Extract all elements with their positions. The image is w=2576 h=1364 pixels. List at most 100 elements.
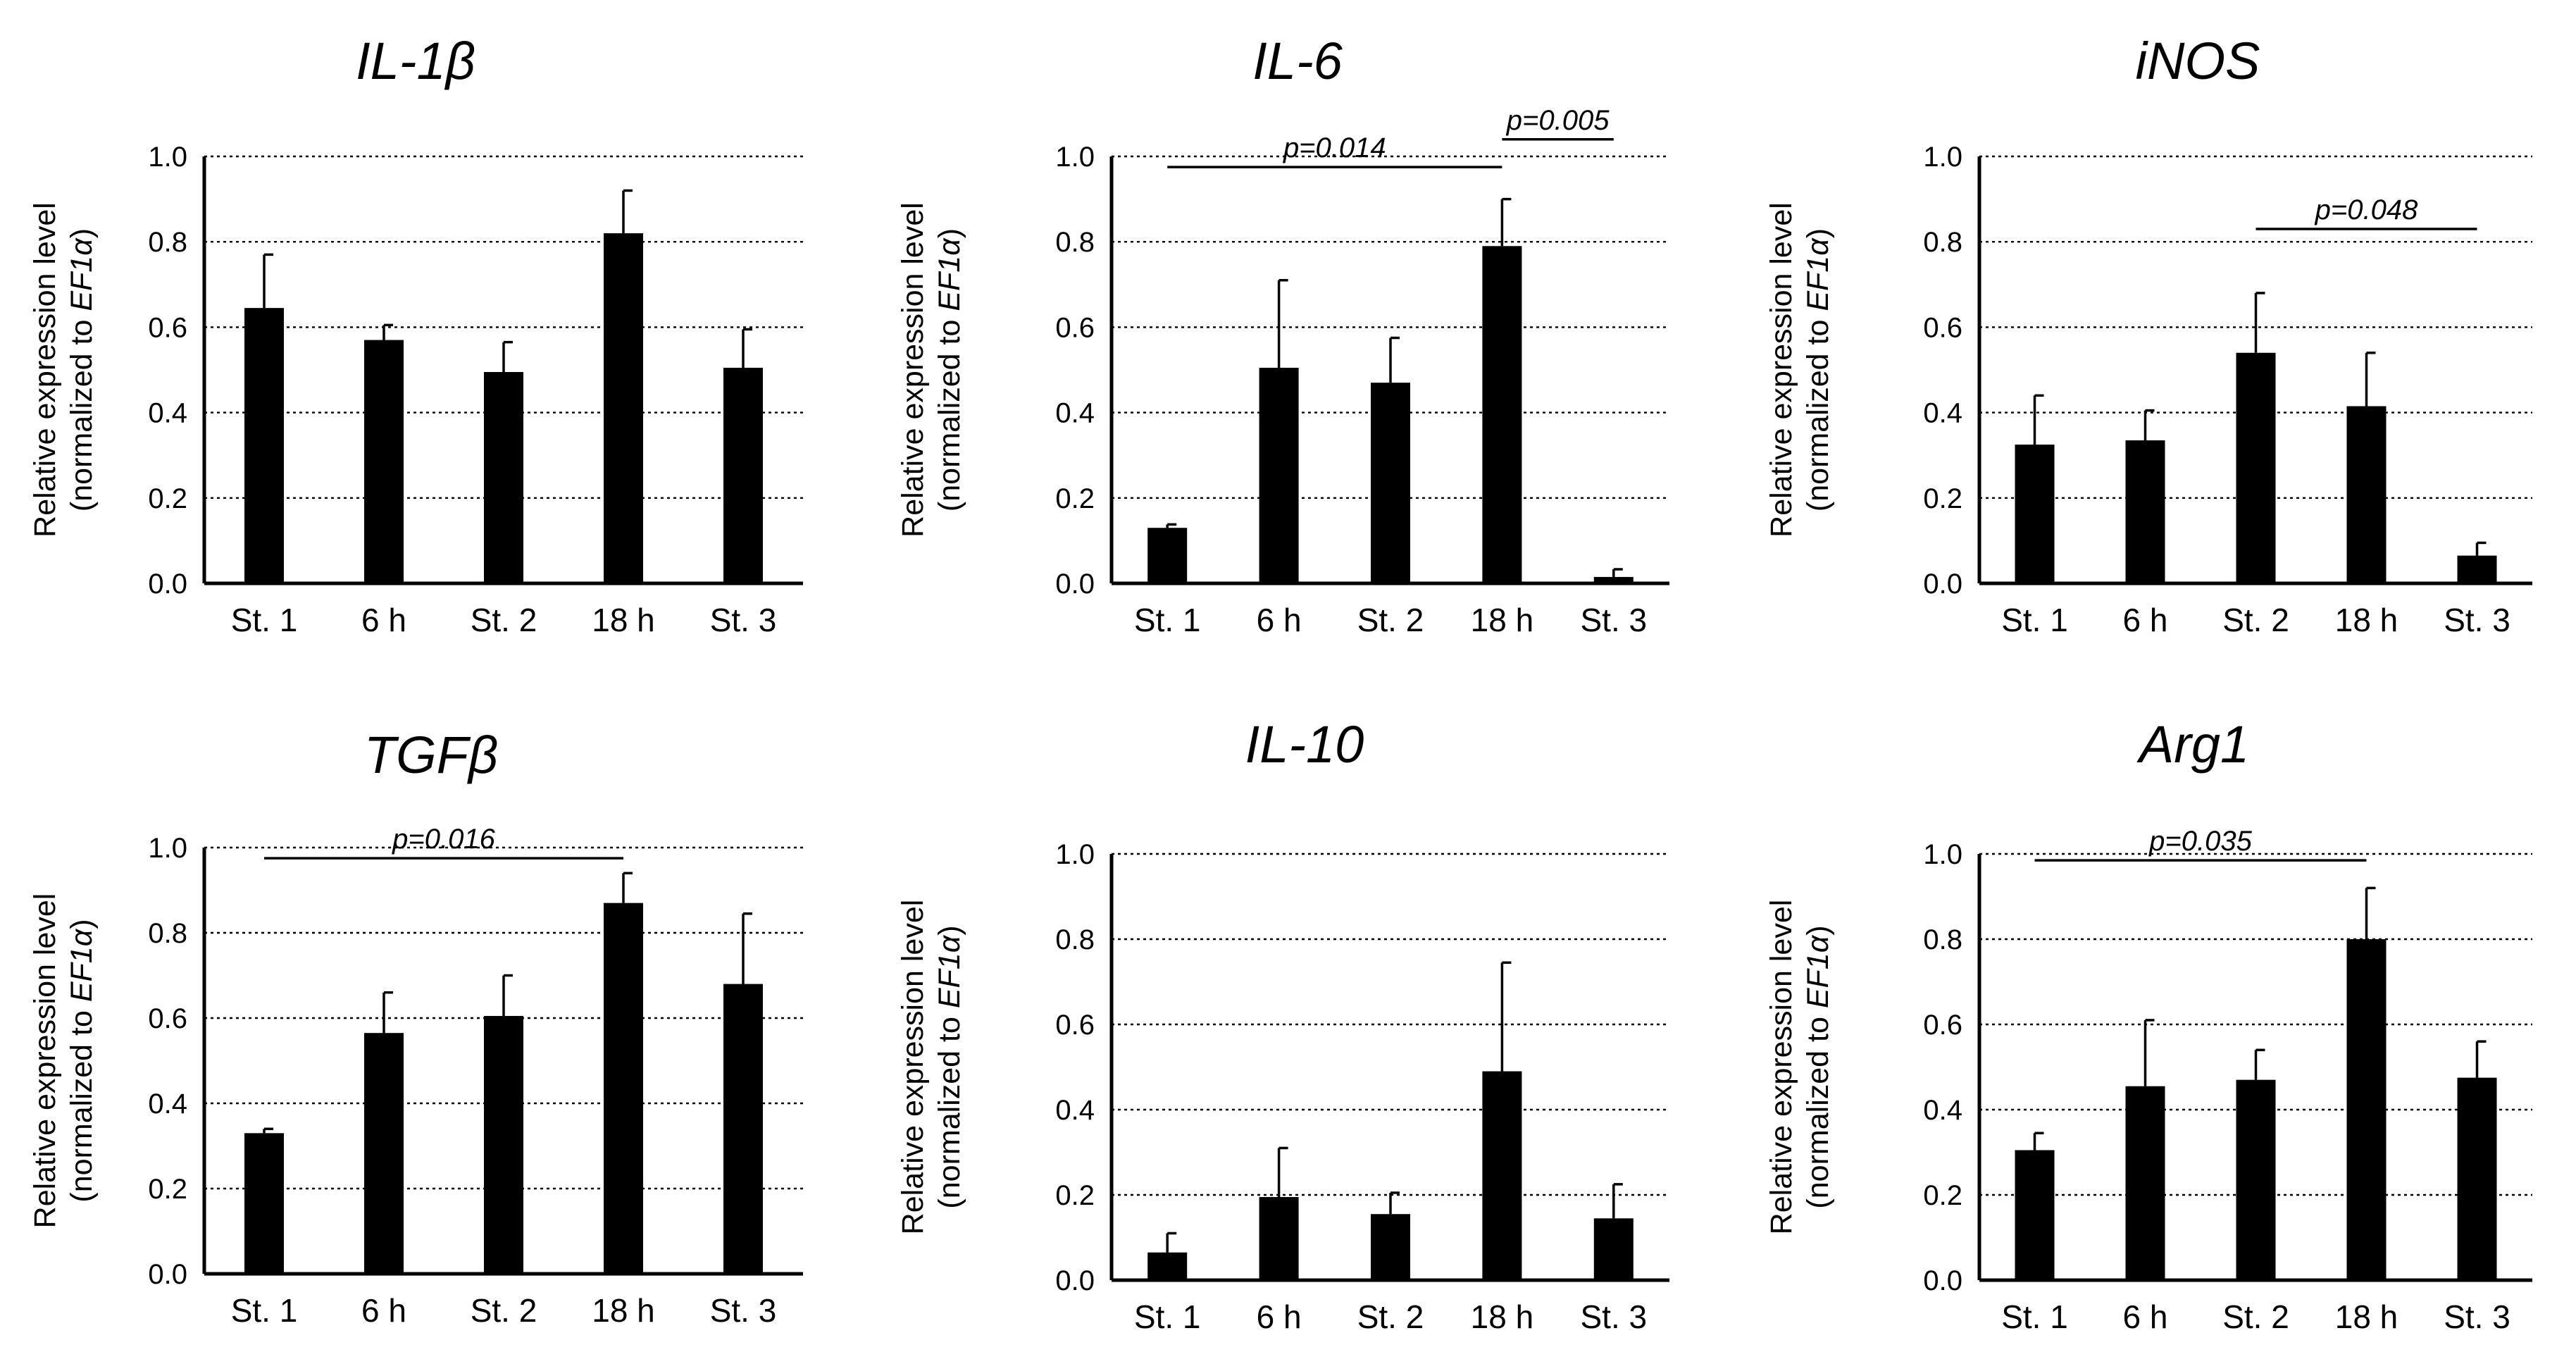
p-value-label: p=0.005 <box>1506 105 1610 136</box>
y-tick-label: 1.0 <box>1055 839 1095 870</box>
chart-title: IL-6 <box>1252 32 1343 90</box>
chart-title: Arg1 <box>2136 715 2249 774</box>
x-tick-label: St. 1 <box>2001 602 2068 638</box>
y-tick-label: 1.0 <box>148 142 187 173</box>
chart-title: TGFβ <box>364 726 498 784</box>
x-tick-label: 18 h <box>1471 602 1534 638</box>
y-axis-label: Relative expression level(normalized to … <box>28 893 99 1229</box>
x-tick-label: St. 3 <box>1580 602 1647 638</box>
y-axis-label: Relative expression level(normalized to … <box>28 202 99 538</box>
y-tick-label: 0.0 <box>148 569 187 600</box>
y-axis-label-suffix: ) <box>65 228 99 238</box>
bar-st3 <box>723 984 763 1274</box>
x-tick-label: St. 3 <box>710 1292 777 1329</box>
chart-title: IL-1β <box>356 32 475 90</box>
y-tick-label: 0.4 <box>1923 1095 1962 1126</box>
y-tick-label: 0.8 <box>1055 924 1095 955</box>
chart-panel-4: TGFβ Relative expression level(normalized… <box>28 726 803 1329</box>
bar-st3 <box>2457 1077 2497 1280</box>
bar-st2 <box>484 372 523 583</box>
y-tick-label: 0.4 <box>148 398 187 429</box>
x-tick-label: St. 1 <box>1134 602 1201 638</box>
y-tick-label: 0.4 <box>1923 398 1962 429</box>
bar-6h <box>1259 1197 1299 1280</box>
y-tick-label: 0.4 <box>1055 1095 1095 1126</box>
y-tick-label: 0.2 <box>1055 483 1095 514</box>
y-tick-label: 1.0 <box>1923 142 1962 173</box>
chart-title: iNOS <box>2136 32 2260 90</box>
bar-st1 <box>2015 1150 2055 1280</box>
bar-st3 <box>1593 1218 1634 1280</box>
y-axis-label-line2-prefix: (normalized to <box>1801 311 1835 512</box>
y-tick-label: 0.6 <box>1055 312 1095 343</box>
chart-panel-5: IL-10 Relative expression level(normalize… <box>896 715 1669 1335</box>
x-tick-label: 18 h <box>2335 1298 2398 1335</box>
bar-st3 <box>1593 576 1634 583</box>
bar-st2 <box>1371 1214 1410 1280</box>
y-axis-label-line2-prefix: (normalized to <box>1801 1008 1835 1208</box>
x-tick-label: St. 3 <box>2444 602 2510 638</box>
x-tick-label: St. 1 <box>1134 1298 1201 1335</box>
y-axis-label-line1: Relative expression level <box>1765 900 1798 1235</box>
y-tick-label: 0.4 <box>148 1089 187 1120</box>
y-tick-label: 0.6 <box>1923 1010 1962 1041</box>
y-tick-label: 0.6 <box>148 1003 187 1034</box>
y-axis-label-line2-prefix: (normalized to <box>933 311 966 512</box>
y-axis-label: Relative expression level(normalized to … <box>896 900 966 1235</box>
y-axis-label-line1: Relative expression level <box>1765 202 1798 538</box>
x-tick-label: St. 3 <box>1580 1298 1647 1335</box>
bar-18h <box>2346 939 2387 1280</box>
y-axis-label-gene: EF1α <box>1801 934 1835 1008</box>
p-value-label: p=0.048 <box>2315 194 2418 225</box>
y-axis-label-suffix: ) <box>1801 228 1835 238</box>
bar-st1 <box>244 1133 284 1274</box>
bar-st2 <box>2236 352 2276 583</box>
bar-st2 <box>484 1015 523 1274</box>
y-tick-label: 1.0 <box>1055 142 1095 173</box>
y-tick-label: 1.0 <box>148 833 187 864</box>
y-tick-label: 0.4 <box>1055 398 1095 429</box>
x-tick-label: St. 2 <box>471 1292 537 1329</box>
chart-panel-2: IL-6 Relative expression level(normalized… <box>896 32 1669 638</box>
x-tick-label: 6 h <box>1257 602 1302 638</box>
chart-panel-3: iNOS Relative expression level(normalized… <box>1765 32 2532 638</box>
x-tick-label: St. 2 <box>1357 1298 1424 1335</box>
y-tick-label: 0.0 <box>1055 1265 1095 1296</box>
y-tick-label: 0.0 <box>1055 569 1095 600</box>
x-tick-label: St. 2 <box>471 602 537 638</box>
y-axis-label-line2-prefix: (normalized to <box>65 311 99 512</box>
chart-panel-1: IL-1β Relative expression level(normalize… <box>28 32 803 638</box>
x-tick-label: St. 2 <box>2222 602 2289 638</box>
y-axis-label-line1: Relative expression level <box>896 202 930 538</box>
y-tick-label: 0.8 <box>148 227 187 258</box>
y-tick-label: 0.8 <box>148 918 187 949</box>
y-axis-label-line1: Relative expression level <box>28 202 62 538</box>
y-axis-label-suffix: ) <box>1801 925 1835 935</box>
x-tick-label: St. 3 <box>2444 1298 2510 1335</box>
x-tick-label: 6 h <box>361 602 406 638</box>
bar-st1 <box>2015 445 2055 583</box>
y-tick-label: 0.8 <box>1923 227 1962 258</box>
y-axis-label-gene: EF1α <box>933 237 966 311</box>
y-tick-label: 0.8 <box>1923 924 1962 955</box>
y-axis-label-gene: EF1α <box>1801 237 1835 311</box>
bar-st3 <box>2457 555 2497 583</box>
x-tick-label: 18 h <box>2335 602 2398 638</box>
y-axis-label-suffix: ) <box>933 228 966 238</box>
y-tick-label: 0.0 <box>148 1259 187 1290</box>
y-tick-label: 0.2 <box>148 1174 187 1205</box>
y-axis-label-gene: EF1α <box>933 934 966 1008</box>
x-tick-label: 18 h <box>592 602 655 638</box>
y-tick-label: 0.0 <box>1923 1265 1962 1296</box>
y-axis-label-line2-prefix: (normalized to <box>65 1002 99 1202</box>
bar-st1 <box>244 308 284 583</box>
bar-18h <box>604 233 643 583</box>
y-axis-label-gene: EF1α <box>65 928 99 1002</box>
p-value-label: p=0.014 <box>1283 132 1386 163</box>
y-tick-label: 0.0 <box>1923 569 1962 600</box>
y-tick-label: 0.6 <box>1923 312 1962 343</box>
bar-6h <box>2125 440 2165 583</box>
bar-18h <box>1482 246 1522 583</box>
y-tick-label: 0.6 <box>148 312 187 343</box>
